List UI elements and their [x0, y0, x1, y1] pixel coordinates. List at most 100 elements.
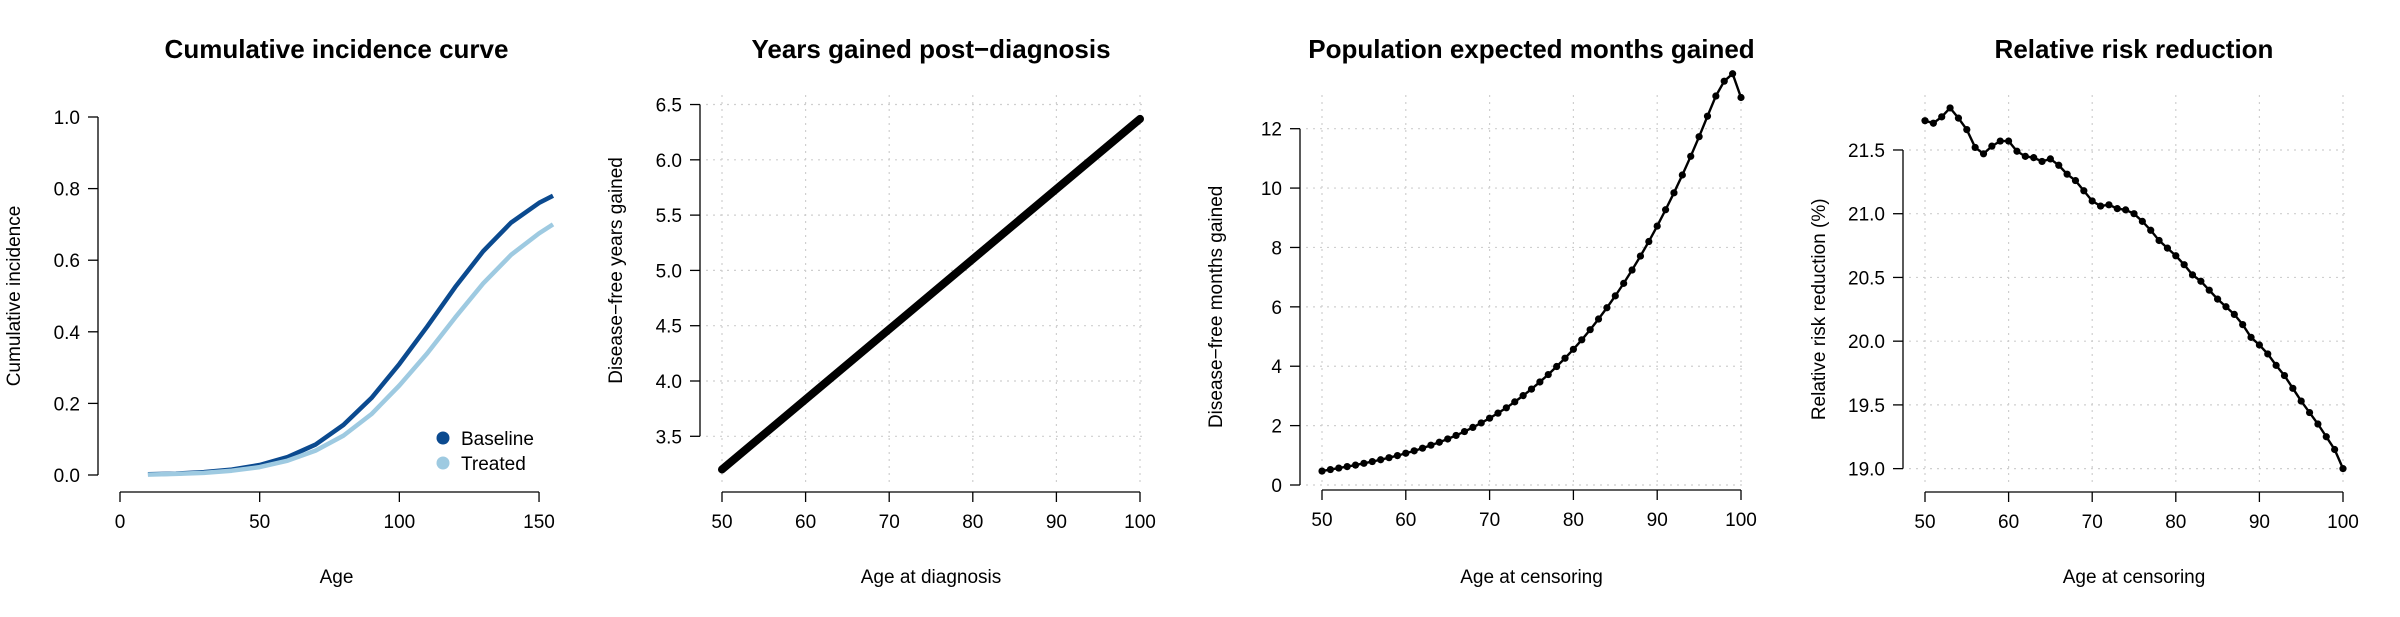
- data-point: [1678, 171, 1686, 179]
- data-point: [1477, 419, 1485, 427]
- y-tick-label: 4.0: [656, 372, 682, 393]
- data-point: [2188, 271, 2197, 279]
- x-axis-title: Age: [320, 567, 354, 588]
- y-tick-label: 0.0: [54, 466, 80, 487]
- data-point: [2305, 408, 2314, 417]
- data-point: [2255, 341, 2263, 349]
- data-point: [1494, 409, 1502, 417]
- data-point: [1695, 133, 1703, 141]
- series-line: [1321, 71, 1743, 473]
- data-point: [1988, 142, 1996, 150]
- x-tick-label: 60: [795, 512, 816, 533]
- series-points-band: [718, 114, 1144, 474]
- x-tick-label: 60: [1998, 512, 2019, 533]
- data-point: [1343, 462, 1351, 471]
- data-point: [1946, 104, 1954, 112]
- y-tick-label: 6.0: [656, 151, 682, 172]
- data-point: [1360, 459, 1368, 467]
- y-tick-label: 12: [1261, 120, 1282, 141]
- y-tick-label: 21.5: [1848, 141, 1885, 162]
- legend-label-treated: Treated: [461, 454, 526, 475]
- data-point: [2030, 154, 2038, 162]
- data-point: [2222, 303, 2230, 311]
- data-point: [1460, 427, 1469, 436]
- y-tick-label: 6: [1271, 298, 1282, 319]
- x-tick-label: 90: [2249, 512, 2270, 533]
- data-point: [1511, 398, 1519, 406]
- x-tick-label: 80: [1563, 510, 1584, 531]
- data-point: [1737, 93, 1745, 102]
- data-point: [2105, 201, 2113, 209]
- data-point: [1938, 113, 1946, 121]
- data-point: [2297, 397, 2305, 405]
- data-point: [1326, 465, 1334, 474]
- data-point: [1578, 336, 1586, 344]
- data-point: [1979, 150, 1988, 158]
- data-point: [1368, 457, 1376, 466]
- data-point: [1628, 266, 1636, 274]
- data-point: [1611, 292, 1619, 300]
- data-point: [1996, 137, 2004, 145]
- data-point: [2214, 295, 2222, 303]
- y-axis-title: Relative risk reduction (%): [1809, 198, 1830, 420]
- data-point: [1544, 370, 1552, 379]
- data-point: [2331, 445, 2339, 454]
- data-point: [1687, 152, 1695, 160]
- data-point: [2180, 261, 2188, 269]
- y-tick-label: 4: [1271, 357, 1282, 378]
- data-point: [2339, 465, 2347, 473]
- x-tick-label: 50: [711, 512, 732, 533]
- panel-2: Years gained post−diagnosis 50 60 70 80 90 100…: [606, 34, 1156, 588]
- y-axis-title: Disease−free years gained: [606, 157, 627, 384]
- y-tick-label: 1.0: [54, 108, 80, 129]
- data-point: [1603, 304, 1611, 312]
- data-point: [2314, 420, 2322, 428]
- data-point: [2264, 350, 2272, 358]
- data-point: [1427, 441, 1435, 449]
- data-point: [1486, 414, 1494, 422]
- y-tick-label: 0.6: [54, 251, 80, 272]
- data-point: [2055, 161, 2063, 169]
- data-point: [2172, 252, 2180, 260]
- x-tick-label: 50: [1311, 510, 1332, 531]
- data-point: [1645, 237, 1653, 246]
- data-point: [1963, 125, 1971, 134]
- x-tick-label: 150: [523, 512, 555, 533]
- y-tick-label: 2: [1271, 417, 1282, 438]
- data-point: [2280, 371, 2289, 380]
- data-point: [2247, 333, 2255, 341]
- y-tick-label: 8: [1271, 238, 1282, 259]
- panel-4-title: Relative risk reduction: [1995, 34, 2274, 64]
- series-line: [1924, 106, 2345, 470]
- x-tick-label: 90: [1647, 510, 1668, 531]
- data-point: [2088, 197, 2096, 205]
- panel-1-title: Cumulative incidence curve: [165, 34, 509, 64]
- y-tick-label: 0.2: [54, 394, 80, 415]
- x-tick-label: 70: [879, 512, 900, 533]
- data-point: [1335, 464, 1343, 472]
- data-point: [2239, 321, 2247, 329]
- data-point: [1435, 438, 1443, 446]
- data-point: [1720, 77, 1728, 85]
- data-point: [1452, 431, 1460, 440]
- data-point: [2230, 310, 2238, 319]
- x-tick-label: 0: [115, 512, 126, 533]
- x-tick-label: 80: [2165, 512, 2186, 533]
- x-axis-title: Age at diagnosis: [861, 567, 1002, 588]
- data-point: [2130, 210, 2138, 218]
- data-point: [2272, 361, 2280, 369]
- data-point: [2138, 217, 2146, 225]
- data-point: [1954, 114, 1963, 122]
- x-tick-label: 70: [2082, 512, 2103, 533]
- y-tick-label: 19.0: [1848, 460, 1885, 481]
- x-axis-title: Age at censoring: [1460, 567, 1603, 588]
- data-point: [1729, 70, 1737, 78]
- data-point: [1670, 189, 1678, 197]
- y-tick-label: 10: [1261, 179, 1282, 200]
- data-point: [2005, 137, 2013, 145]
- y-axis-title: Cumulative incidence: [4, 206, 25, 387]
- data-point: [1393, 452, 1402, 460]
